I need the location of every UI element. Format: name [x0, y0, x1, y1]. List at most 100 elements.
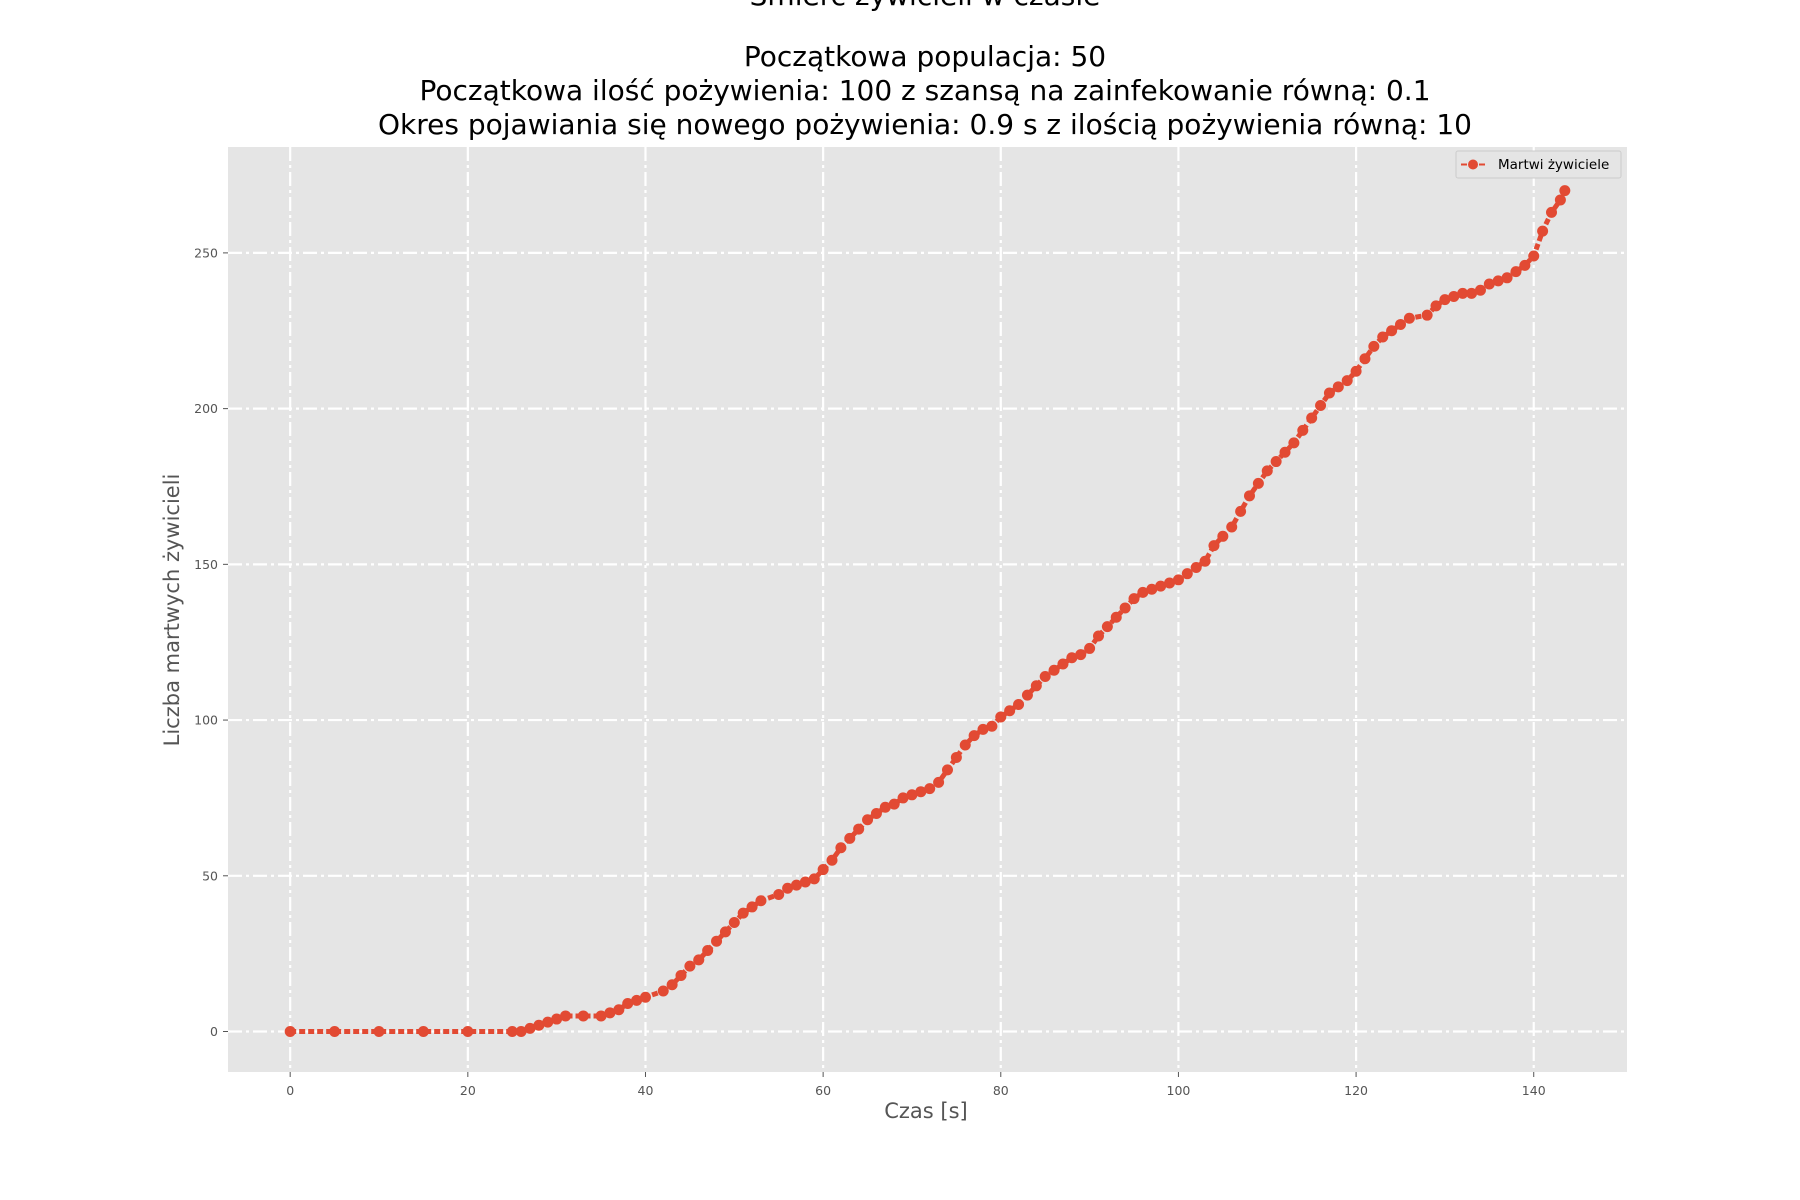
data-point	[711, 935, 723, 947]
data-point	[462, 1026, 474, 1038]
data-point	[959, 739, 971, 751]
data-point	[1377, 331, 1389, 343]
data-point	[1430, 300, 1442, 312]
data-point	[533, 1019, 545, 1031]
data-point	[631, 994, 643, 1006]
y-tick-label: 50	[202, 868, 218, 883]
data-point	[1190, 561, 1202, 573]
data-point	[977, 723, 989, 735]
data-point	[417, 1026, 429, 1038]
data-point	[1004, 705, 1016, 717]
data-point	[1288, 437, 1300, 449]
data-point	[1208, 540, 1220, 552]
data-point	[1226, 521, 1238, 533]
data-point	[755, 895, 767, 907]
data-point	[577, 1010, 589, 1022]
data-point	[1075, 649, 1087, 661]
data-point	[782, 882, 794, 894]
legend: Martwi żywiciele	[1455, 150, 1622, 179]
data-point	[1164, 577, 1176, 589]
data-point	[506, 1026, 518, 1038]
data-point	[1501, 272, 1513, 284]
title-line-3: Początkowa populacja: 50	[744, 40, 1106, 73]
data-point	[1066, 652, 1078, 664]
data-point	[1403, 312, 1415, 324]
data-point	[1261, 465, 1273, 477]
x-tick-label: 40	[638, 1083, 654, 1098]
data-point	[1323, 387, 1335, 399]
legend-label: Martwi żywiciele	[1498, 157, 1609, 173]
data-point	[1386, 325, 1398, 337]
data-point	[1483, 278, 1495, 290]
data-point	[1448, 290, 1460, 302]
data-point	[1048, 664, 1060, 676]
data-point	[1235, 505, 1247, 517]
data-point	[835, 842, 847, 854]
x-tick-label: 120	[1344, 1083, 1368, 1098]
x-tick-label: 60	[815, 1083, 831, 1098]
data-point	[622, 997, 634, 1009]
data-point	[1332, 381, 1344, 393]
data-point	[1474, 284, 1486, 296]
data-point	[1101, 621, 1113, 633]
data-point	[666, 979, 678, 991]
title-line-5: Okres pojawiania się nowego pożywienia: …	[378, 108, 1472, 141]
data-point	[862, 814, 874, 826]
data-point	[1394, 319, 1406, 331]
data-point	[799, 876, 811, 888]
data-point	[941, 764, 953, 776]
data-point	[1057, 658, 1069, 670]
data-point	[1217, 530, 1229, 542]
data-point	[1519, 259, 1531, 271]
tick-labels: 0 20 40 60 80 100 120 140 0 50 100 150 200 250	[194, 245, 1546, 1098]
data-point	[897, 792, 909, 804]
x-tick-label: 140	[1522, 1083, 1546, 1098]
data-point	[933, 776, 945, 788]
data-point	[986, 720, 998, 732]
y-tick-label: 200	[194, 401, 218, 416]
data-point	[1270, 456, 1282, 468]
x-tick-label: 20	[460, 1083, 476, 1098]
data-point	[329, 1026, 341, 1038]
data-point	[515, 1026, 527, 1038]
data-point	[1537, 225, 1549, 237]
data-point	[773, 888, 785, 900]
data-point	[1559, 185, 1571, 197]
data-point	[915, 786, 927, 798]
data-point	[853, 823, 865, 835]
data-point	[1297, 424, 1309, 436]
data-point	[1128, 593, 1140, 605]
data-point	[879, 801, 891, 813]
legend-box	[1455, 150, 1622, 179]
legend-marker	[1468, 159, 1478, 170]
plot-area	[228, 147, 1627, 1072]
data-point	[1146, 583, 1158, 595]
data-point	[1243, 490, 1255, 502]
data-point	[675, 969, 687, 981]
data-point	[1252, 477, 1264, 489]
data-point	[1092, 630, 1104, 642]
data-point	[950, 751, 962, 763]
data-point	[1510, 266, 1522, 278]
data-point	[1110, 611, 1122, 623]
data-point	[1457, 287, 1469, 299]
data-point	[844, 832, 856, 844]
data-point	[808, 873, 820, 885]
data-point	[1368, 340, 1380, 352]
data-point	[639, 991, 651, 1003]
data-point	[1172, 574, 1184, 586]
data-point	[746, 901, 758, 913]
data-point	[817, 864, 829, 876]
data-point	[1084, 642, 1096, 654]
data-point	[702, 945, 714, 957]
grid	[228, 147, 1627, 1072]
series-martwi-zywiciele	[284, 185, 1571, 1038]
title-line-1: Śmierć żywicieli w czasie	[750, 0, 1101, 12]
data-point	[1554, 194, 1566, 206]
data-point	[1181, 568, 1193, 580]
data-point	[1039, 670, 1051, 682]
data-point	[1119, 602, 1131, 614]
data-point	[1466, 287, 1478, 299]
title-line-4: Początkowa ilość pożywienia: 100 z szans…	[419, 74, 1430, 107]
x-axis-label: Czas [s]	[884, 1099, 968, 1123]
